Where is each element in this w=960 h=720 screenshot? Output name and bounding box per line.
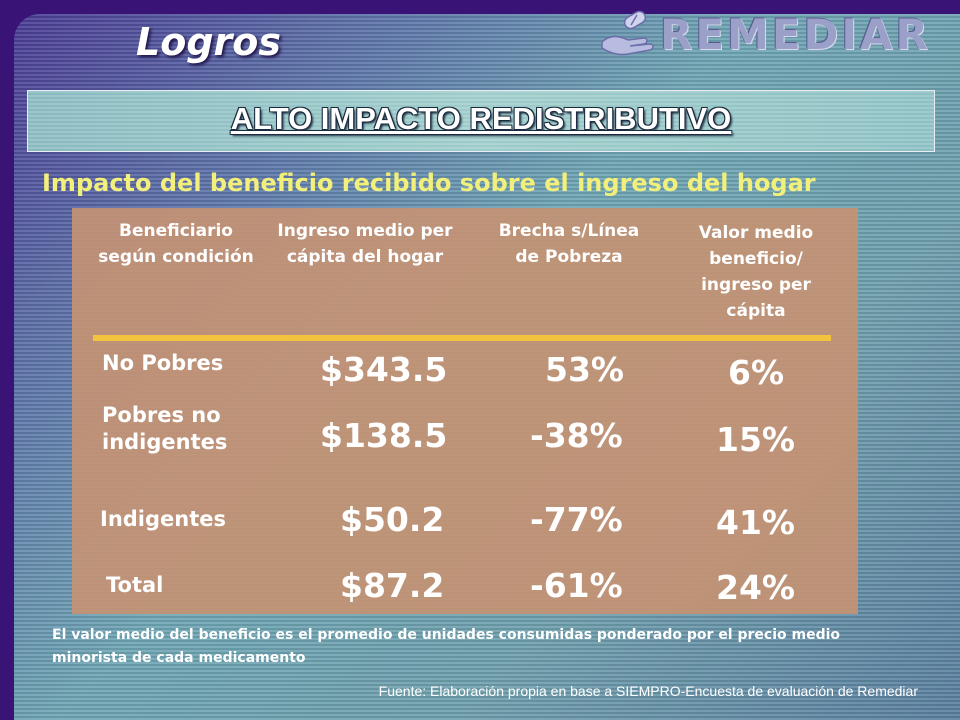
row-label-no-pobres: No Pobres xyxy=(102,351,224,375)
row-label-total: Total xyxy=(106,573,164,597)
valor-total: 24% xyxy=(716,568,795,607)
valor-indigentes: 41% xyxy=(716,503,795,542)
impact-table xyxy=(72,208,858,614)
hands-pill-icon xyxy=(601,10,654,56)
ingreso-total: $87.2 xyxy=(340,566,445,605)
ingreso-no-pobres: $343.5 xyxy=(320,350,448,389)
logo-text: REMEDIAR xyxy=(660,10,931,59)
header-valor: Valor medio beneficio/ ingreso per cápit… xyxy=(698,223,814,321)
header-rule xyxy=(93,335,831,341)
header-brecha: Brecha s/Línea de Pobreza xyxy=(498,221,640,267)
row-label-pobres-no-indigentes: Pobres no indigentes xyxy=(102,403,228,454)
brecha-no-pobres: 53% xyxy=(545,350,624,389)
banner: ALTO IMPACTO REDISTRIBUTIVO xyxy=(27,90,935,152)
ingreso-indigentes: $50.2 xyxy=(340,500,445,539)
subtitle: Impacto del beneficio recibido sobre el … xyxy=(42,169,816,197)
brecha-pobres-no-indigentes: -38% xyxy=(530,416,623,455)
header-ingreso: Ingreso medio per cápita del hogar xyxy=(277,221,453,267)
header-beneficiario: Beneficiario según condición xyxy=(98,221,254,267)
valor-pobres-no-indigentes: 15% xyxy=(716,420,795,459)
valor-no-pobres: 6% xyxy=(728,353,785,392)
remediar-logo: REMEDIAR xyxy=(598,8,950,60)
slide-title: Logros xyxy=(136,20,281,64)
brecha-total: -61% xyxy=(530,566,623,605)
banner-text: ALTO IMPACTO REDISTRIBUTIVO xyxy=(230,101,732,136)
row-label-indigentes: Indigentes xyxy=(100,507,226,531)
source-note: Fuente: Elaboración propia en base a SIE… xyxy=(378,683,918,699)
ingreso-pobres-no-indigentes: $138.5 xyxy=(320,416,448,455)
brecha-indigentes: -77% xyxy=(530,500,623,539)
footnote: El valor medio del beneficio es el prome… xyxy=(52,627,841,666)
